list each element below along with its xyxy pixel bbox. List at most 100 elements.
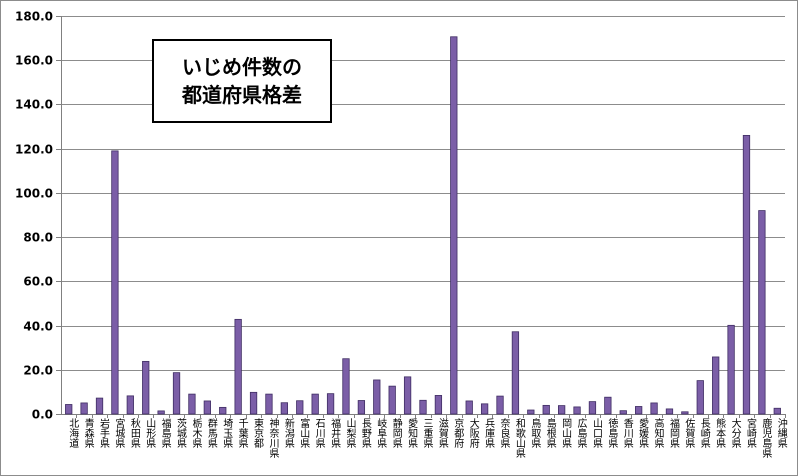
chart-title-box: いじめ件数の 都道府県格差 bbox=[152, 39, 332, 123]
bar bbox=[758, 210, 766, 415]
x-tick-label: 鹿児島県 bbox=[760, 417, 772, 459]
bar bbox=[542, 404, 550, 415]
bar bbox=[681, 411, 689, 415]
x-tick-label: 愛知県 bbox=[406, 417, 418, 449]
x-tick-label: 岩手県 bbox=[98, 417, 110, 449]
bar bbox=[311, 393, 319, 415]
bar bbox=[558, 405, 566, 415]
x-tick-label: 宮城県 bbox=[113, 417, 125, 449]
y-tick-label: 100.0 bbox=[15, 187, 53, 201]
x-tick-label: 青森県 bbox=[82, 417, 94, 449]
x-tick-label: 岡山県 bbox=[560, 418, 572, 449]
x-tick-label: 奈良県 bbox=[498, 417, 510, 449]
x-tick-label: 神奈川県 bbox=[267, 417, 279, 459]
x-tick-label: 福井県 bbox=[329, 417, 341, 449]
bar bbox=[511, 331, 520, 415]
x-tick-label: 石川県 bbox=[313, 418, 325, 449]
bar bbox=[450, 36, 458, 415]
x-tick-label: 大分県 bbox=[729, 417, 741, 449]
bar bbox=[203, 400, 211, 415]
x-tick-label: 愛媛県 bbox=[637, 417, 649, 449]
x-tick-label: 兵庫県 bbox=[483, 417, 495, 449]
x-tick-label: 島根県 bbox=[544, 417, 556, 449]
bar bbox=[111, 150, 119, 415]
x-tick-label: 富山県 bbox=[298, 417, 310, 449]
x-tick-labels: 北海道 青森県 岩手県 宮城県 秋田県 山形県 福島県 茨城県 栃木県 群馬県 埼玉県 千葉県 東京都神… bbox=[67, 417, 788, 459]
x-tick-label: 香川県 bbox=[621, 418, 633, 449]
bar bbox=[527, 409, 535, 415]
bar bbox=[234, 318, 242, 415]
bar bbox=[142, 360, 150, 415]
bar bbox=[496, 395, 504, 415]
x-tick-label: 栃木県 bbox=[190, 417, 202, 449]
y-tick-label: 20.0 bbox=[23, 364, 53, 378]
y-tick-label: 0.0 bbox=[32, 408, 53, 422]
y-tick-label: 60.0 bbox=[23, 275, 53, 289]
y-tick-labels: 0.0 20.0 40.0 60.0 80.0 100.0 120.0 140.0 160.0 1… bbox=[15, 10, 53, 422]
bar bbox=[265, 393, 273, 415]
axes bbox=[56, 16, 786, 418]
bar bbox=[727, 324, 735, 415]
bar bbox=[388, 385, 396, 415]
x-tick-label: 福島県 bbox=[159, 417, 171, 449]
x-tick-label: 高知県 bbox=[652, 417, 664, 449]
x-tick-label: 宮崎県 bbox=[744, 417, 756, 449]
x-tick-label: 千葉県 bbox=[236, 418, 248, 449]
bar bbox=[172, 372, 181, 415]
chart-title-line-2: 都道府県格差 bbox=[182, 83, 302, 107]
y-tick-label: 120.0 bbox=[15, 143, 53, 157]
x-tick-label: 長野県 bbox=[359, 418, 371, 449]
x-tick-label: 和歌山県 bbox=[513, 418, 525, 459]
y-tick-label: 160.0 bbox=[15, 54, 53, 68]
bar bbox=[80, 402, 88, 415]
x-tick-label: 広島県 bbox=[575, 417, 587, 449]
x-tick-label: 群馬県 bbox=[205, 417, 217, 449]
x-tick-label: 北海道 bbox=[67, 418, 79, 448]
bar bbox=[480, 403, 489, 415]
bar bbox=[219, 406, 227, 415]
bar bbox=[419, 399, 427, 415]
x-tick-label: 秋田県 bbox=[128, 417, 140, 449]
bar bbox=[712, 356, 720, 415]
bar bbox=[696, 380, 704, 415]
x-tick-label: 山梨県 bbox=[344, 418, 356, 449]
x-tick-label: 佐賀県 bbox=[683, 418, 695, 449]
x-tick-label: 山形県 bbox=[144, 418, 156, 449]
bar bbox=[773, 407, 781, 415]
x-tick-label: 福岡県 bbox=[667, 417, 679, 449]
bar bbox=[465, 400, 473, 415]
x-tick-label: 埼玉県 bbox=[221, 417, 233, 449]
bar bbox=[65, 404, 73, 415]
x-tick-label: 大阪府 bbox=[467, 417, 479, 449]
x-tick-label: 京都府 bbox=[452, 417, 464, 449]
x-tick-label: 山口県 bbox=[590, 418, 602, 449]
x-tick-label: 熊本県 bbox=[714, 417, 726, 449]
bar bbox=[573, 406, 581, 415]
x-tick-label: 鳥取県 bbox=[529, 417, 541, 449]
bar bbox=[95, 397, 104, 415]
x-tick-label: 長崎県 bbox=[698, 418, 710, 449]
bar bbox=[126, 395, 134, 415]
x-tick-label: 茨城県 bbox=[175, 417, 187, 449]
bars bbox=[65, 36, 781, 415]
x-tick-label: 東京都 bbox=[252, 417, 264, 449]
bar bbox=[604, 396, 612, 415]
bar bbox=[650, 402, 658, 415]
bar bbox=[280, 402, 289, 415]
bar bbox=[619, 410, 627, 415]
y-tick-label: 180.0 bbox=[15, 10, 53, 24]
bar bbox=[157, 410, 165, 415]
chart-title-line-1: いじめ件数の bbox=[182, 55, 302, 79]
bar bbox=[635, 406, 643, 415]
bar bbox=[357, 400, 366, 415]
bar bbox=[249, 391, 258, 415]
y-tick-label: 80.0 bbox=[23, 231, 53, 245]
y-tick-label: 40.0 bbox=[23, 320, 53, 334]
x-tick-label: 新潟県 bbox=[282, 417, 294, 449]
bar bbox=[742, 134, 751, 415]
x-tick-label: 静岡県 bbox=[390, 417, 402, 449]
x-tick-label: 沖縄県 bbox=[775, 417, 787, 449]
y-tick-label: 140.0 bbox=[15, 98, 53, 112]
